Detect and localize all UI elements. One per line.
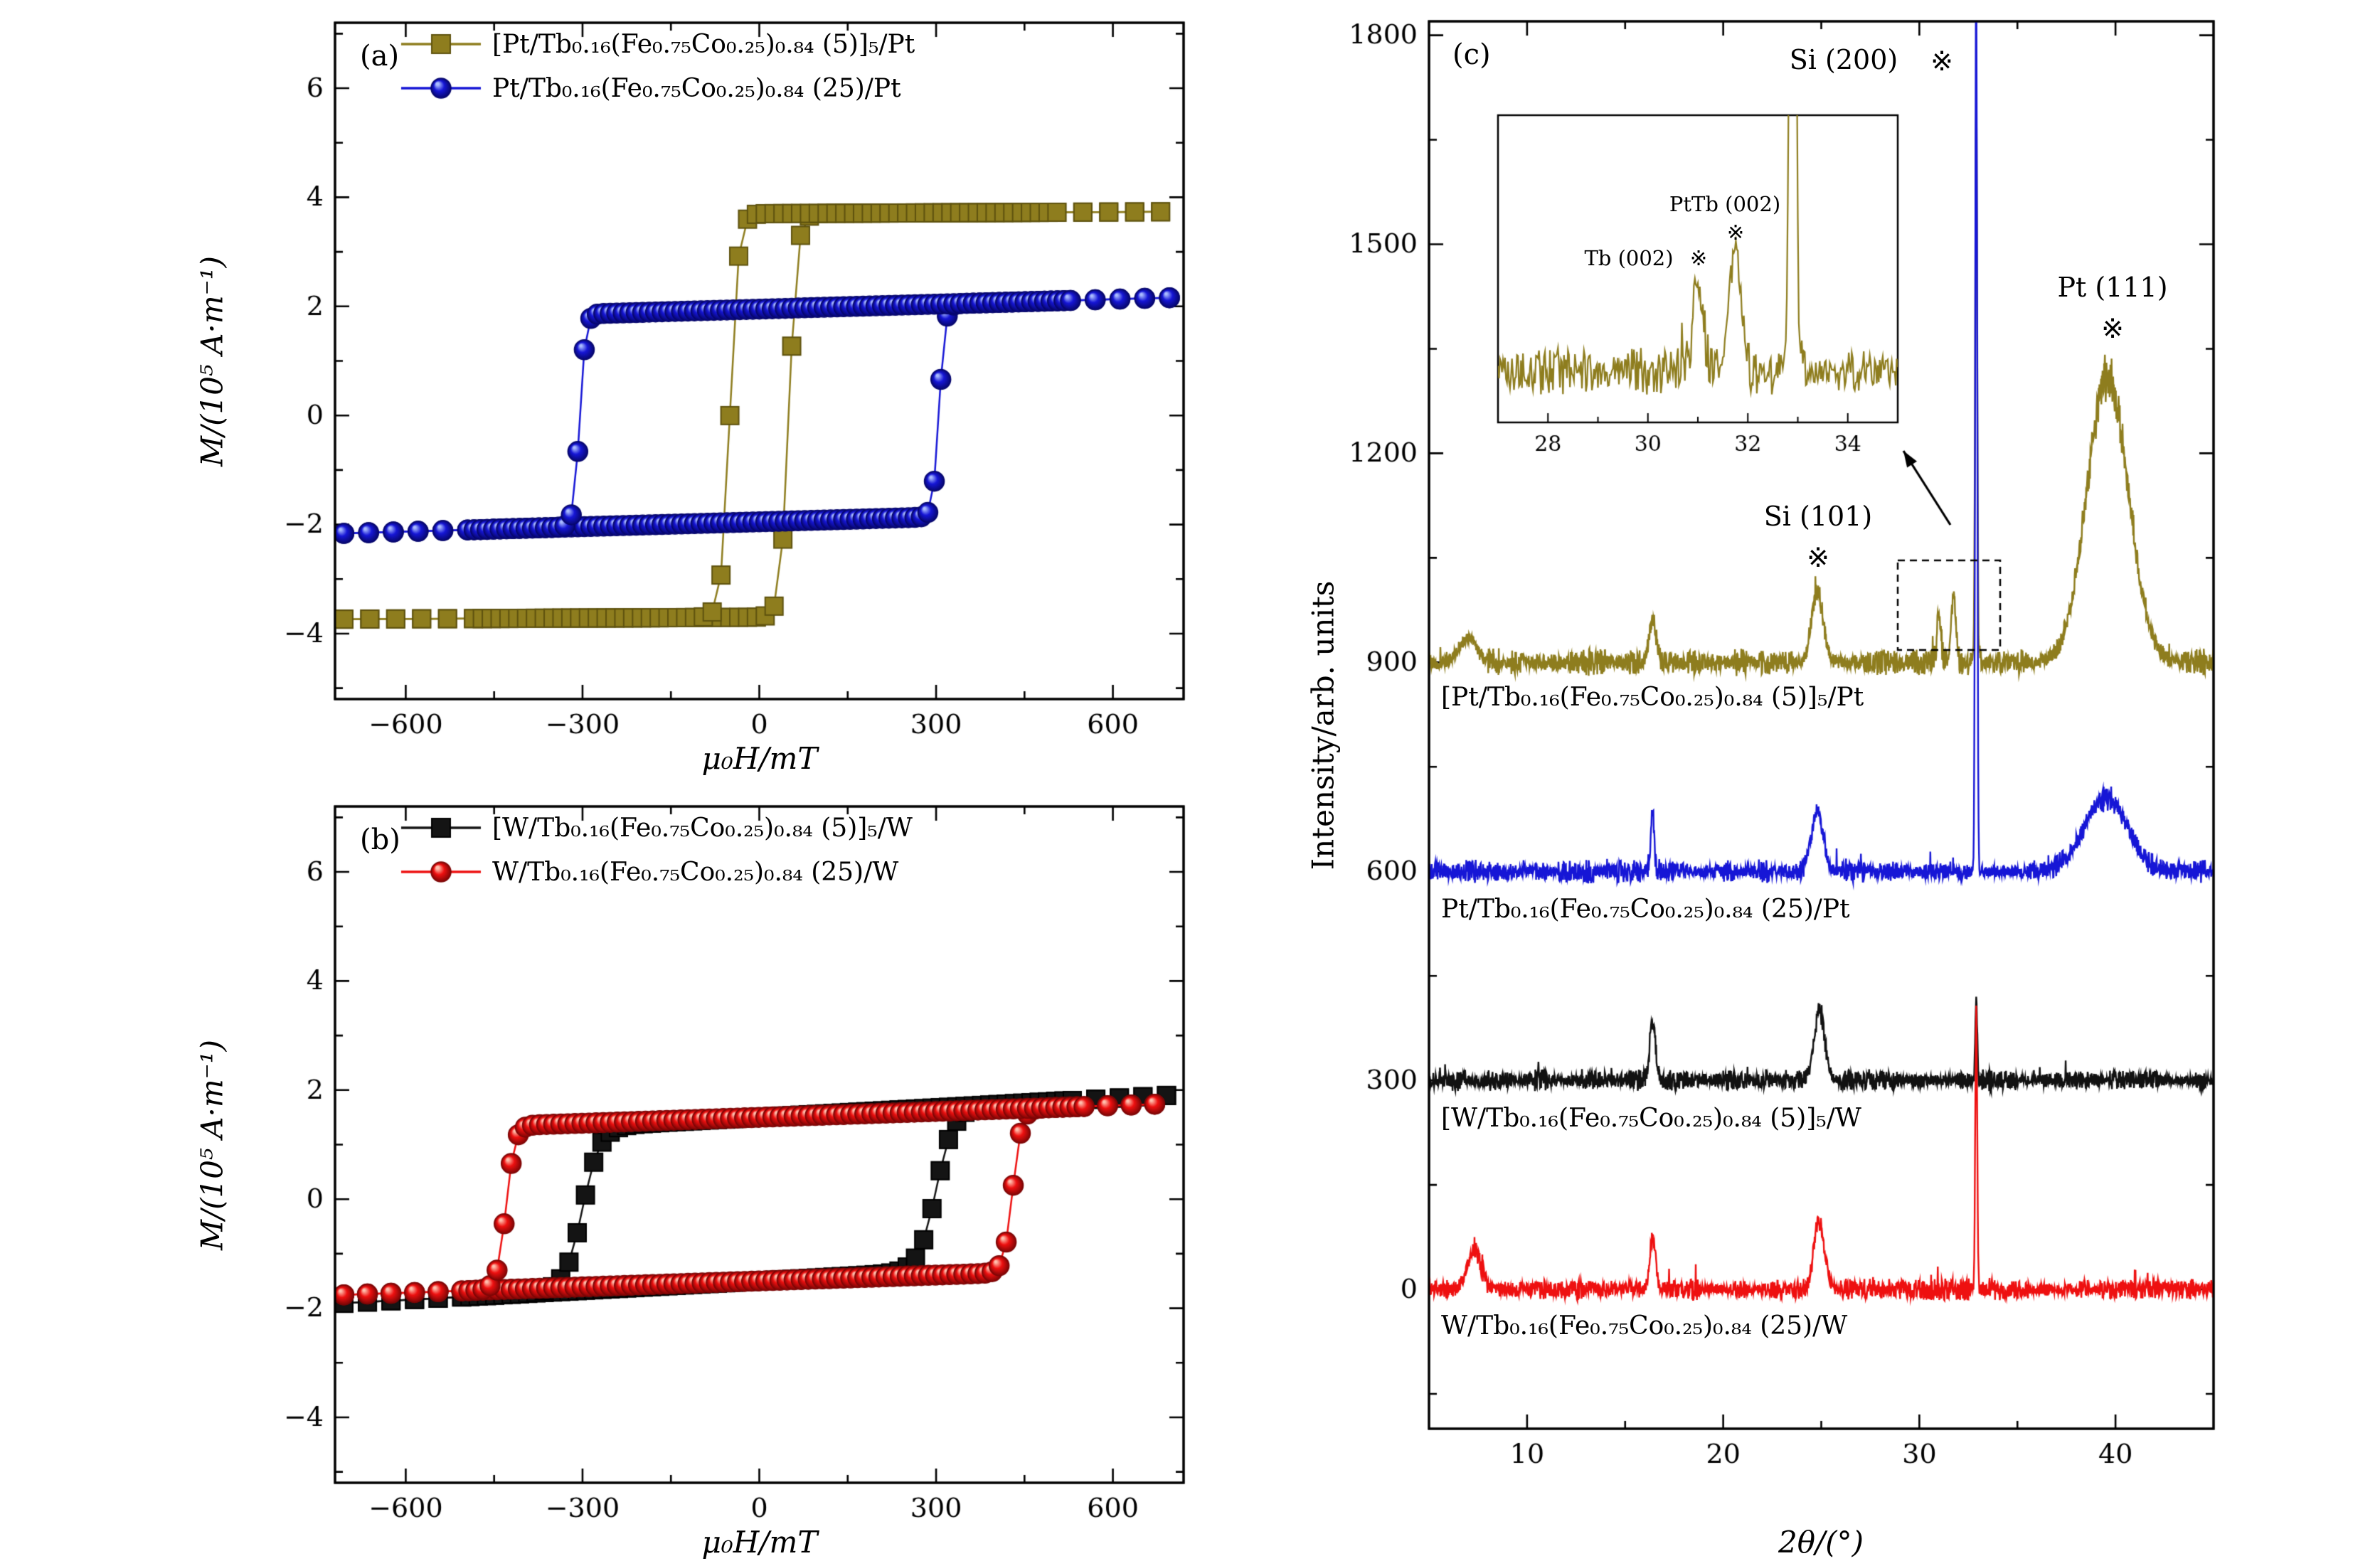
- inset-pttb-002-reference-mark: ※: [1726, 220, 1745, 245]
- panel-c-yaxis-label: Intensity/arb. units: [1305, 580, 1341, 870]
- inset-tb-002-reference-mark: ※: [1689, 246, 1708, 270]
- pt-111-reference-mark: ※: [2101, 313, 2124, 344]
- legend-label: Pt/Tb₀.₁₆(Fe₀.₇₅Co₀.₂₅)₀.₈₄ (25)/Pt: [492, 73, 901, 103]
- legend-item: Pt/Tb₀.₁₆(Fe₀.₇₅Co₀.₂₅)₀.₈₄ (25)/Pt: [398, 73, 915, 104]
- panel-a-legend: [Pt/Tb₀.₁₆(Fe₀.₇₅Co₀.₂₅)₀.₈₄ (5)]₅/Pt Pt…: [398, 28, 915, 104]
- panel-a-xaxis-label: μ₀H/mT: [701, 741, 818, 776]
- panel-c-tag: (c): [1452, 38, 1491, 71]
- legend-item: W/Tb₀.₁₆(Fe₀.₇₅Co₀.₂₅)₀.₈₄ (25)/W: [398, 856, 913, 888]
- inset-pttb-002-label: PtTb (002): [1669, 192, 1781, 216]
- si-101-reference-mark: ※: [1807, 542, 1829, 573]
- panel-b-legend: [W/Tb₀.₁₆(Fe₀.₇₅Co₀.₂₅)₀.₈₄ (5)]₅/W W/Tb…: [398, 812, 913, 888]
- xrd-trace-label-w-single: W/Tb₀.₁₆(Fe₀.₇₅Co₀.₂₅)₀.₈₄ (25)/W: [1441, 1311, 1848, 1341]
- legend-item: [Pt/Tb₀.₁₆(Fe₀.₇₅Co₀.₂₅)₀.₈₄ (5)]₅/Pt: [398, 28, 915, 60]
- legend-label: [Pt/Tb₀.₁₆(Fe₀.₇₅Co₀.₂₅)₀.₈₄ (5)]₅/Pt: [492, 29, 915, 59]
- xrd-trace-label-pt-multilayer: [Pt/Tb₀.₁₆(Fe₀.₇₅Co₀.₂₅)₀.₈₄ (5)]₅/Pt: [1441, 683, 1864, 712]
- xrd-trace-label-pt-single: Pt/Tb₀.₁₆(Fe₀.₇₅Co₀.₂₅)₀.₈₄ (25)/Pt: [1441, 895, 1850, 924]
- si-200-reference-mark: ※: [1930, 46, 1953, 77]
- panel-a-yaxis-label: M/(10⁵ A·m⁻¹): [194, 255, 230, 467]
- legend-label: [W/Tb₀.₁₆(Fe₀.₇₅Co₀.₂₅)₀.₈₄ (5)]₅/W: [492, 813, 913, 843]
- square-marker-icon: [398, 812, 484, 843]
- pt-111-peak-label: Pt (111): [2057, 272, 2168, 303]
- legend-item: [W/Tb₀.₁₆(Fe₀.₇₅Co₀.₂₅)₀.₈₄ (5)]₅/W: [398, 812, 913, 843]
- panel-b-tag: (b): [360, 824, 400, 856]
- ball-marker-icon: [398, 73, 484, 104]
- legend-label: W/Tb₀.₁₆(Fe₀.₇₅Co₀.₂₅)₀.₈₄ (25)/W: [492, 857, 899, 887]
- panel-b-xaxis-label: μ₀H/mT: [701, 1525, 818, 1560]
- xrd-trace-label-w-multilayer: [W/Tb₀.₁₆(Fe₀.₇₅Co₀.₂₅)₀.₈₄ (5)]₅/W: [1441, 1104, 1861, 1133]
- panel-c-xaxis-label: 2θ/(°): [1778, 1525, 1864, 1560]
- inset-tb-002-label: Tb (002): [1584, 246, 1674, 270]
- panel-b-yaxis-label: M/(10⁵ A·m⁻¹): [194, 1039, 230, 1251]
- si-101-peak-label: Si (101): [1763, 501, 1873, 532]
- si-200-peak-label: Si (200): [1789, 44, 1898, 75]
- ball-marker-icon: [398, 856, 484, 888]
- panel-a-tag: (a): [360, 40, 400, 73]
- square-marker-icon: [398, 28, 484, 60]
